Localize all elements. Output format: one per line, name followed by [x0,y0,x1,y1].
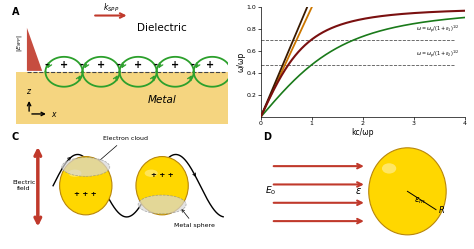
Text: -: - [117,60,120,70]
Text: x: x [51,110,55,119]
Text: +: + [97,60,105,70]
Text: -: - [80,60,83,70]
Text: Metal: Metal [148,95,176,105]
Text: -: - [191,60,195,70]
Text: Electron cloud: Electron cloud [97,136,147,163]
Text: $\omega=\omega_p/(1+\varepsilon_1)^{1/2}$: $\omega=\omega_p/(1+\varepsilon_1)^{1/2}… [416,24,459,35]
Ellipse shape [60,157,112,215]
Ellipse shape [62,158,110,176]
Text: + + +: + + + [74,191,97,197]
Text: A: A [12,7,19,17]
Text: $E_0$: $E_0$ [265,185,276,197]
Ellipse shape [138,195,186,214]
Text: +: + [171,60,179,70]
Polygon shape [27,28,42,71]
Text: + + +: + + + [151,172,173,178]
Ellipse shape [145,170,158,177]
Text: +: + [206,60,214,70]
Text: D: D [263,132,271,142]
X-axis label: kc/ωp: kc/ωp [351,127,374,137]
Text: z: z [26,87,30,96]
Text: $k_{SPP}$: $k_{SPP}$ [103,1,119,14]
Text: Metal sphere: Metal sphere [174,209,215,228]
Text: Electric
field: Electric field [12,180,36,191]
Ellipse shape [369,148,446,235]
Polygon shape [16,72,228,124]
Text: -: - [154,60,157,70]
Y-axis label: ω/ωp: ω/ωp [236,52,245,72]
Text: $\varepsilon_m$: $\varepsilon_m$ [414,196,426,206]
Ellipse shape [136,157,188,215]
Text: $R$: $R$ [438,204,445,215]
Text: -: - [45,60,48,70]
Ellipse shape [68,170,82,177]
Text: $|E_{SPP}|$: $|E_{SPP}|$ [15,35,24,53]
Text: C: C [12,131,19,142]
Text: $\omega=\omega_p/(1+\varepsilon_2)^{1/2}$: $\omega=\omega_p/(1+\varepsilon_2)^{1/2}… [416,49,459,61]
Text: Dielectric: Dielectric [137,23,187,33]
Ellipse shape [382,163,396,174]
Text: B: B [240,0,248,2]
Text: $\varepsilon$: $\varepsilon$ [355,186,362,196]
Text: +: + [134,60,142,70]
Text: +: + [60,60,68,70]
